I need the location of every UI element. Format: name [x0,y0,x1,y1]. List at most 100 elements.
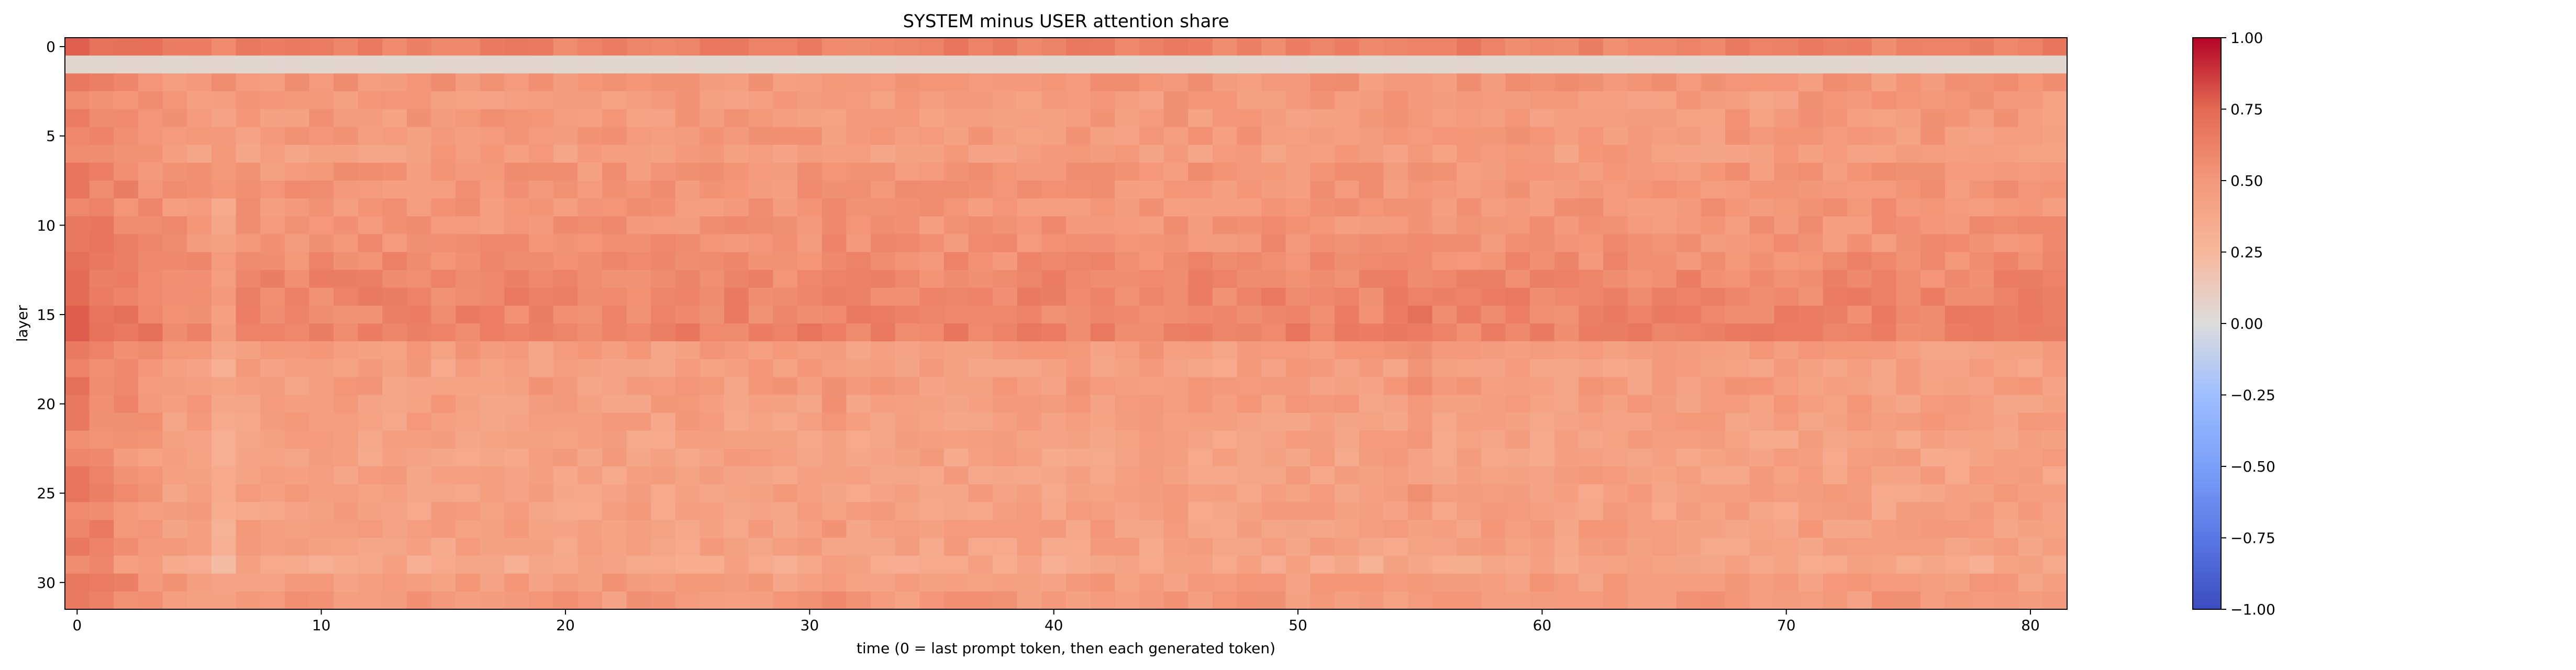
heatmap-cell [993,430,1018,449]
heatmap-cell [1871,216,1897,234]
heatmap-cell [1823,287,1848,306]
heatmap-cell [162,573,187,592]
heatmap-cell [1383,144,1408,163]
heatmap-cell [1261,484,1286,502]
heatmap-cell [1407,484,1433,502]
heatmap-cell [773,181,798,199]
heatmap-cell [1163,91,1189,110]
heatmap-cell [748,430,773,449]
heatmap-cell [1530,38,1555,56]
heatmap-cell [1017,181,1042,199]
heatmap-cell [1871,573,1897,592]
heatmap-cell [602,91,627,110]
heatmap-cell [602,448,627,467]
heatmap-cell [993,144,1018,163]
heatmap-cell [1603,395,1628,414]
heatmap-cell [1310,591,1335,610]
heatmap-cell [2018,252,2043,271]
heatmap-cell [1896,502,1921,520]
heatmap-cell [382,573,407,592]
heatmap-cell [260,395,285,414]
heatmap-cell [626,216,651,234]
heatmap-cell [602,216,627,234]
heatmap-cell [406,341,432,360]
heatmap-cell [1505,395,1530,414]
heatmap-cell [406,573,432,592]
heatmap-cell [1847,144,1872,163]
heatmap-cell [1310,73,1335,92]
heatmap-cell [1383,38,1408,56]
heatmap-cell [382,38,407,56]
heatmap-cell [2018,144,2043,163]
heatmap-cell [1505,91,1530,110]
heatmap-cell [1920,323,1946,342]
heatmap-cell [870,538,896,556]
heatmap-cell [1920,55,1946,74]
heatmap-cell [1285,323,1311,342]
heatmap-cell [1432,323,1457,342]
heatmap-cell [1115,127,1140,146]
heatmap-cell [748,395,773,414]
heatmap-cell [968,55,993,74]
heatmap-cell [1334,412,1360,431]
heatmap-cell [870,359,896,377]
heatmap-cell [846,520,871,539]
heatmap-cell [919,538,945,556]
heatmap-cell [1432,538,1457,556]
heatmap-cell [504,484,529,502]
heatmap-cell [431,252,456,271]
heatmap-cell [529,91,554,110]
heatmap-cell [1676,252,1702,271]
heatmap-cell [1871,305,1897,324]
heatmap-cell [456,198,481,217]
heatmap-cell [1652,359,1677,377]
heatmap-cell [1310,323,1335,342]
heatmap-cell [1139,181,1164,199]
heatmap-cell [1359,109,1384,128]
heatmap-cell [2018,395,2043,414]
heatmap-cell [675,323,701,342]
heatmap-cell [480,109,505,128]
heatmap-cell [504,109,529,128]
heatmap-cell [895,234,920,253]
heatmap-cell [260,555,285,574]
heatmap-cell [504,305,529,324]
heatmap-cell [162,162,187,181]
heatmap-cell [1798,555,1824,574]
heatmap-cell [724,573,749,592]
heatmap-cell [724,323,749,342]
heatmap-cell [1261,252,1286,271]
heatmap-cell [993,91,1018,110]
heatmap-cell [724,395,749,414]
heatmap-cell [1505,73,1530,92]
heatmap-cell [1334,127,1360,146]
heatmap-cell [1383,448,1408,467]
heatmap-cell [284,412,309,431]
heatmap-cell [1627,395,1652,414]
heatmap-cell [1115,484,1140,502]
heatmap-cell [358,287,383,306]
heatmap-cell [1945,305,1970,324]
heatmap-cell [1627,359,1652,377]
heatmap-cell [1359,555,1384,574]
heatmap-cell [895,395,920,414]
heatmap-cell [1066,484,1091,502]
heatmap-cell [1115,55,1140,74]
heatmap-cell [797,270,823,288]
heatmap-cell [114,323,139,342]
heatmap-cell [968,73,993,92]
heatmap-cell [675,38,701,56]
heatmap-cell [1237,73,1262,92]
heatmap-cell [1359,234,1384,253]
heatmap-cell [895,73,920,92]
heatmap-cell [797,412,823,431]
heatmap-cell [1798,109,1824,128]
heatmap-cell [699,591,725,610]
heatmap-cell [1652,216,1677,234]
heatmap-cell [211,305,237,324]
heatmap-cell [1798,520,1824,539]
heatmap-cell [1139,323,1164,342]
heatmap-cell [504,91,529,110]
heatmap-cell [1749,252,1774,271]
heatmap-cell [651,395,676,414]
